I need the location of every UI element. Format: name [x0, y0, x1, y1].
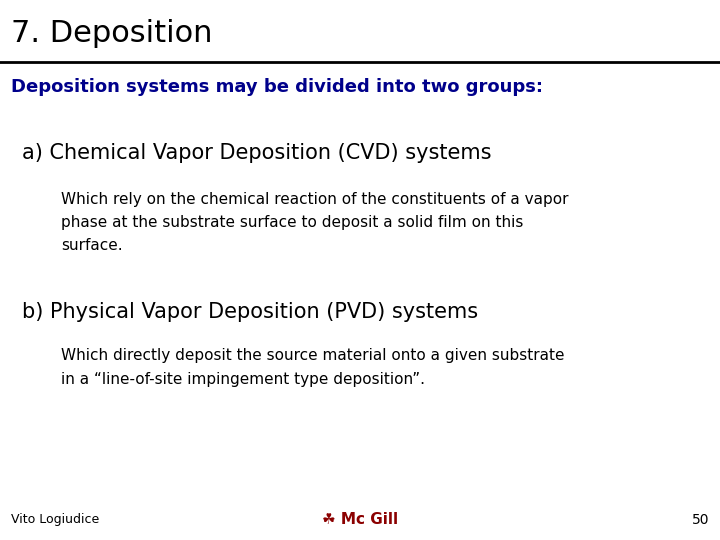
Text: b) Physical Vapor Deposition (PVD) systems: b) Physical Vapor Deposition (PVD) syste… [22, 302, 478, 322]
Text: 50: 50 [692, 512, 709, 526]
Text: Which directly deposit the source material onto a given substrate
in a “line-of-: Which directly deposit the source materi… [61, 348, 564, 387]
Text: ☘ Mc Gill: ☘ Mc Gill [322, 511, 398, 526]
Text: Which rely on the chemical reaction of the constituents of a vapor
phase at the : Which rely on the chemical reaction of t… [61, 192, 569, 253]
Text: 7. Deposition: 7. Deposition [11, 19, 212, 48]
Text: Deposition systems may be divided into two groups:: Deposition systems may be divided into t… [11, 78, 543, 96]
Text: a) Chemical Vapor Deposition (CVD) systems: a) Chemical Vapor Deposition (CVD) syste… [22, 143, 491, 163]
Text: Vito Logiudice: Vito Logiudice [11, 514, 99, 526]
